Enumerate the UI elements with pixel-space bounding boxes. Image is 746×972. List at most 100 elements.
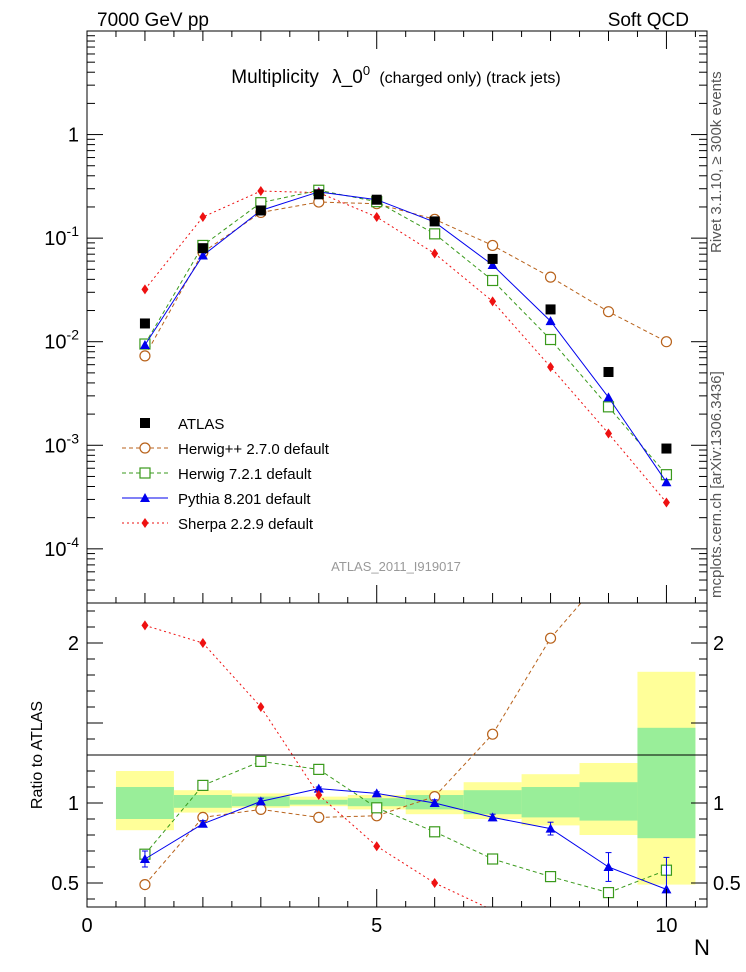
ratio-panel: 0.5 0.5 1 1 2 2 Ratio to ATLAS: [29, 602, 741, 908]
series-marker: [429, 228, 441, 240]
series-marker: [197, 250, 208, 260]
ratio-marker: [313, 811, 325, 824]
ratio-marker: [544, 632, 557, 644]
x-tick-label: 5: [371, 915, 382, 937]
ratio-series: [139, 602, 673, 908]
header-process: Soft QCD: [608, 10, 689, 31]
series-line: [144, 190, 667, 503]
legend-marker: [140, 493, 150, 502]
legend-marker: [141, 518, 149, 528]
rivet-label: Rivet 3.1.10, ≥ 300k events: [708, 71, 725, 253]
ratio-marker: [545, 823, 556, 833]
series-marker: [487, 239, 499, 252]
ratio-band-inner: [115, 787, 174, 819]
ratio-marker: [313, 763, 325, 776]
ratio-marker: [373, 841, 381, 852]
legend-label: ATLAS: [178, 416, 224, 433]
legend-label: Pythia 8.201 default: [178, 491, 311, 508]
ratio-tick-label-left: 0.5: [51, 873, 79, 895]
ratio-y-ticks: 0.5 0.5 1 1 2 2: [51, 610, 741, 900]
ratio-marker: [603, 862, 614, 871]
ratio-series-line: [144, 788, 667, 890]
ratio-marker: [141, 620, 149, 631]
ratio-band-inner: [173, 795, 232, 808]
ratio-band-inner: [637, 727, 696, 839]
chart-title: Multiplicity λ_00 (charged only) (track …: [231, 59, 560, 88]
series-line: [144, 189, 667, 476]
ratio-series-line: [144, 602, 582, 885]
x-axis-ticks: 0 5 10: [81, 31, 696, 937]
legend-label: Herwig 7.2.1 default: [178, 466, 312, 483]
x-axis-label: N: [694, 935, 710, 960]
ratio-marker: [199, 638, 207, 648]
ratio-marker: [257, 702, 265, 712]
series-marker: [373, 211, 381, 222]
series-marker: [602, 306, 615, 318]
series-marker: [141, 284, 149, 295]
reference-marker: [545, 304, 556, 315]
series-marker: [487, 274, 499, 287]
legend-marker: [140, 418, 150, 428]
series-marker: [661, 477, 672, 487]
main-panel: 10-4 10-3 10-2 10-1 1 ATLAS_2011_I919017 Mul…: [44, 30, 708, 604]
ratio-marker: [429, 826, 441, 838]
y-tick-label: 10-4: [44, 534, 79, 561]
reference-marker: [487, 253, 498, 264]
ratio-tick-label-left: 2: [68, 633, 79, 655]
reference-marker: [661, 443, 672, 454]
ratio-series-line: [144, 624, 487, 908]
ratio-marker: [371, 802, 383, 814]
series-marker: [604, 428, 612, 439]
ratio-marker: [431, 878, 439, 888]
ratio-tick-label-right: 1: [713, 793, 724, 815]
ratio-axis-label: Ratio to ATLAS: [29, 701, 46, 809]
series-line: [144, 191, 667, 483]
y-tick-label: 10-1: [44, 223, 79, 250]
reference-marker: [429, 216, 440, 227]
ratio-marker: [487, 853, 499, 865]
reference-marker: [197, 243, 208, 254]
ratio-tick-label-right: 2: [713, 633, 724, 655]
y-tick-label: 10-2: [44, 327, 79, 354]
series-marker: [487, 260, 498, 270]
ratio-marker: [602, 886, 615, 899]
ratio-marker: [315, 790, 323, 800]
main-y-ticks: 10-4 10-3 10-2 10-1 1: [44, 30, 707, 604]
ratio-marker: [487, 728, 499, 740]
ratio-bands: [115, 671, 696, 885]
series-marker: [602, 401, 615, 413]
legend-label: Herwig++ 2.7.0 default: [178, 441, 330, 458]
y-tick-label: 1: [68, 125, 79, 147]
series-marker: [662, 497, 670, 508]
watermark: ATLAS_2011_I919017: [331, 559, 461, 574]
ratio-band-inner: [579, 782, 638, 821]
y-tick-label: 10-3: [44, 430, 79, 457]
ratio-band-inner: [463, 790, 522, 815]
x-tick-label: 0: [81, 915, 92, 937]
reference-marker: [371, 194, 382, 205]
legend: ATLAS Herwig++ 2.7.0 default Herwig 7.2.1 …: [122, 416, 330, 533]
legend-marker: [139, 442, 151, 454]
legend-marker: [139, 467, 151, 479]
ratio-band-inner: [521, 787, 580, 818]
series-marker: [547, 361, 555, 372]
header-energy: 7000 GeV pp: [97, 10, 209, 31]
ratio-marker: [139, 854, 150, 863]
series-line: [144, 201, 667, 357]
ratio-marker: [544, 870, 557, 883]
x-tick-label: 10: [655, 915, 677, 937]
ratio-marker: [661, 884, 672, 894]
reference-marker: [603, 366, 614, 377]
ratio-marker: [487, 812, 498, 822]
series-marker: [544, 271, 557, 283]
series-marker: [544, 333, 557, 346]
ratio-marker: [255, 796, 266, 806]
ratio-tick-label-left: 1: [68, 793, 79, 815]
series-marker: [545, 316, 556, 326]
ratio-marker: [139, 878, 151, 891]
ratio-series-line: [144, 760, 667, 894]
legend-label: Sherpa 2.2.9 default: [178, 516, 314, 533]
ratio-marker: [197, 779, 209, 792]
series-marker: [199, 211, 207, 222]
